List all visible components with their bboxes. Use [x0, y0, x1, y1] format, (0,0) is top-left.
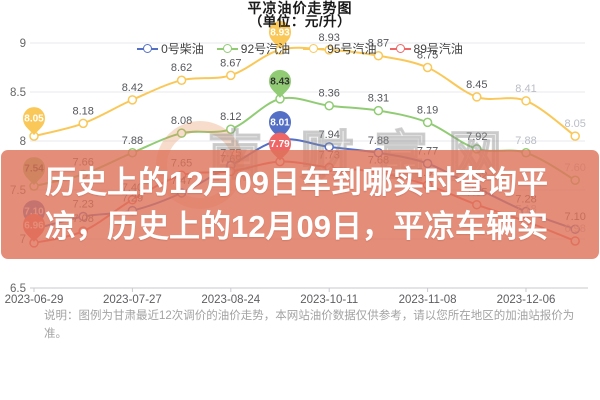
- value-label: 8.31: [368, 93, 389, 105]
- value-label: 7.88: [368, 135, 389, 147]
- x-axis-label: 2023-08-24: [201, 294, 260, 306]
- x-axis-label: 2023-07-27: [103, 294, 162, 306]
- markpoint-value: 8.43: [270, 76, 290, 87]
- legend-item-95号汽油[interactable]: 95号汽油: [303, 40, 377, 57]
- legend-item-89号汽油[interactable]: 89号汽油: [389, 40, 463, 57]
- value-label: 8.12: [220, 111, 241, 123]
- data-point: [422, 117, 433, 128]
- value-label: 8.93: [318, 32, 339, 44]
- data-point: [127, 95, 138, 105]
- data-point: [422, 62, 433, 73]
- data-point: [78, 118, 88, 129]
- legend-label: 92号汽油: [240, 42, 291, 56]
- legend-item-0号柴油[interactable]: 0号柴油: [137, 40, 204, 57]
- legend-line-ring-icon: [216, 43, 238, 54]
- value-label: 8.41: [515, 83, 536, 95]
- value-label: 7.88: [122, 135, 143, 147]
- value-label: 7.94: [318, 129, 339, 141]
- data-point: [373, 50, 384, 61]
- value-label: 8.08: [171, 115, 192, 127]
- value-label: 8.36: [318, 88, 339, 100]
- legend-label: 95号汽油: [327, 42, 377, 56]
- value-label: 7.92: [466, 131, 487, 143]
- disclaimer-note: 说明：图例为甘肃最近12次调价的油价走势，本网站油价数据仅供参考，请以您所在地区…: [44, 310, 575, 340]
- data-point: [226, 70, 236, 81]
- headline-text: 历史上的12月09日车到哪实时查询平凉，历史上的12月09日，平凉车辆实: [45, 165, 548, 244]
- chart-title: 平凉油价走势图: [247, 0, 353, 16]
- data-point: [324, 45, 334, 55]
- markpoint-pin: [269, 20, 291, 49]
- markpoint-value: 7.79: [270, 139, 290, 150]
- markpoint-pin: [269, 111, 291, 140]
- legend-label: 0号柴油: [161, 42, 204, 56]
- value-label: 8.62: [171, 62, 192, 74]
- y-axis-label: 6.5: [10, 283, 26, 295]
- markpoint-pin: [22, 107, 46, 136]
- chart-unit-label: （单位：元/升）: [248, 14, 352, 29]
- title-block: 平凉油价走势图 （单位：元/升）: [0, 1, 600, 29]
- legend-line-ring-icon: [303, 43, 325, 54]
- x-axis-label: 2023-11-08: [399, 294, 457, 306]
- value-label: 8.18: [72, 105, 93, 117]
- headline-overlay: 历史上的12月09日车到哪实时查询平凉，历史上的12月09日，平凉车辆实: [1, 150, 599, 259]
- chart-legend: 0号柴油 92号汽油 95号汽油 89号汽油: [0, 40, 600, 57]
- value-label: 8.19: [417, 104, 438, 116]
- value-label: 8.42: [122, 82, 143, 94]
- legend-label: 89号汽油: [413, 42, 463, 56]
- markpoint-value: 8.93: [270, 27, 290, 38]
- value-label: 8.45: [466, 79, 487, 91]
- data-point: [472, 92, 482, 102]
- legend-line-ring-icon: [137, 43, 159, 54]
- x-axis-label: 2023-06-29: [5, 294, 64, 306]
- markpoint-pin: [269, 69, 291, 98]
- data-point: [521, 96, 531, 106]
- value-label: 8.67: [220, 57, 241, 69]
- data-point: [176, 128, 187, 138]
- value-label: 8.05: [564, 118, 585, 130]
- markpoint-value: 8.01: [270, 118, 290, 129]
- value-label: 7.88: [515, 135, 536, 147]
- legend-line-ring-icon: [389, 43, 411, 54]
- y-axis-label: 8: [20, 136, 26, 148]
- x-axis-label: 2023-10-11: [300, 294, 358, 306]
- data-point: [226, 124, 236, 134]
- legend-item-92号汽油[interactable]: 92号汽油: [216, 40, 291, 57]
- y-axis-label: 9: [20, 38, 26, 50]
- data-point: [570, 131, 580, 141]
- x-axis-label: 2023-12-06: [497, 294, 556, 306]
- markpoint-value: 8.05: [24, 114, 44, 125]
- y-axis-label: 8.5: [10, 87, 26, 99]
- value-label: 8.75: [417, 50, 438, 62]
- data-point: [324, 100, 334, 111]
- value-label: 8.87: [368, 38, 389, 50]
- data-point: [373, 105, 384, 116]
- data-point: [176, 75, 187, 85]
